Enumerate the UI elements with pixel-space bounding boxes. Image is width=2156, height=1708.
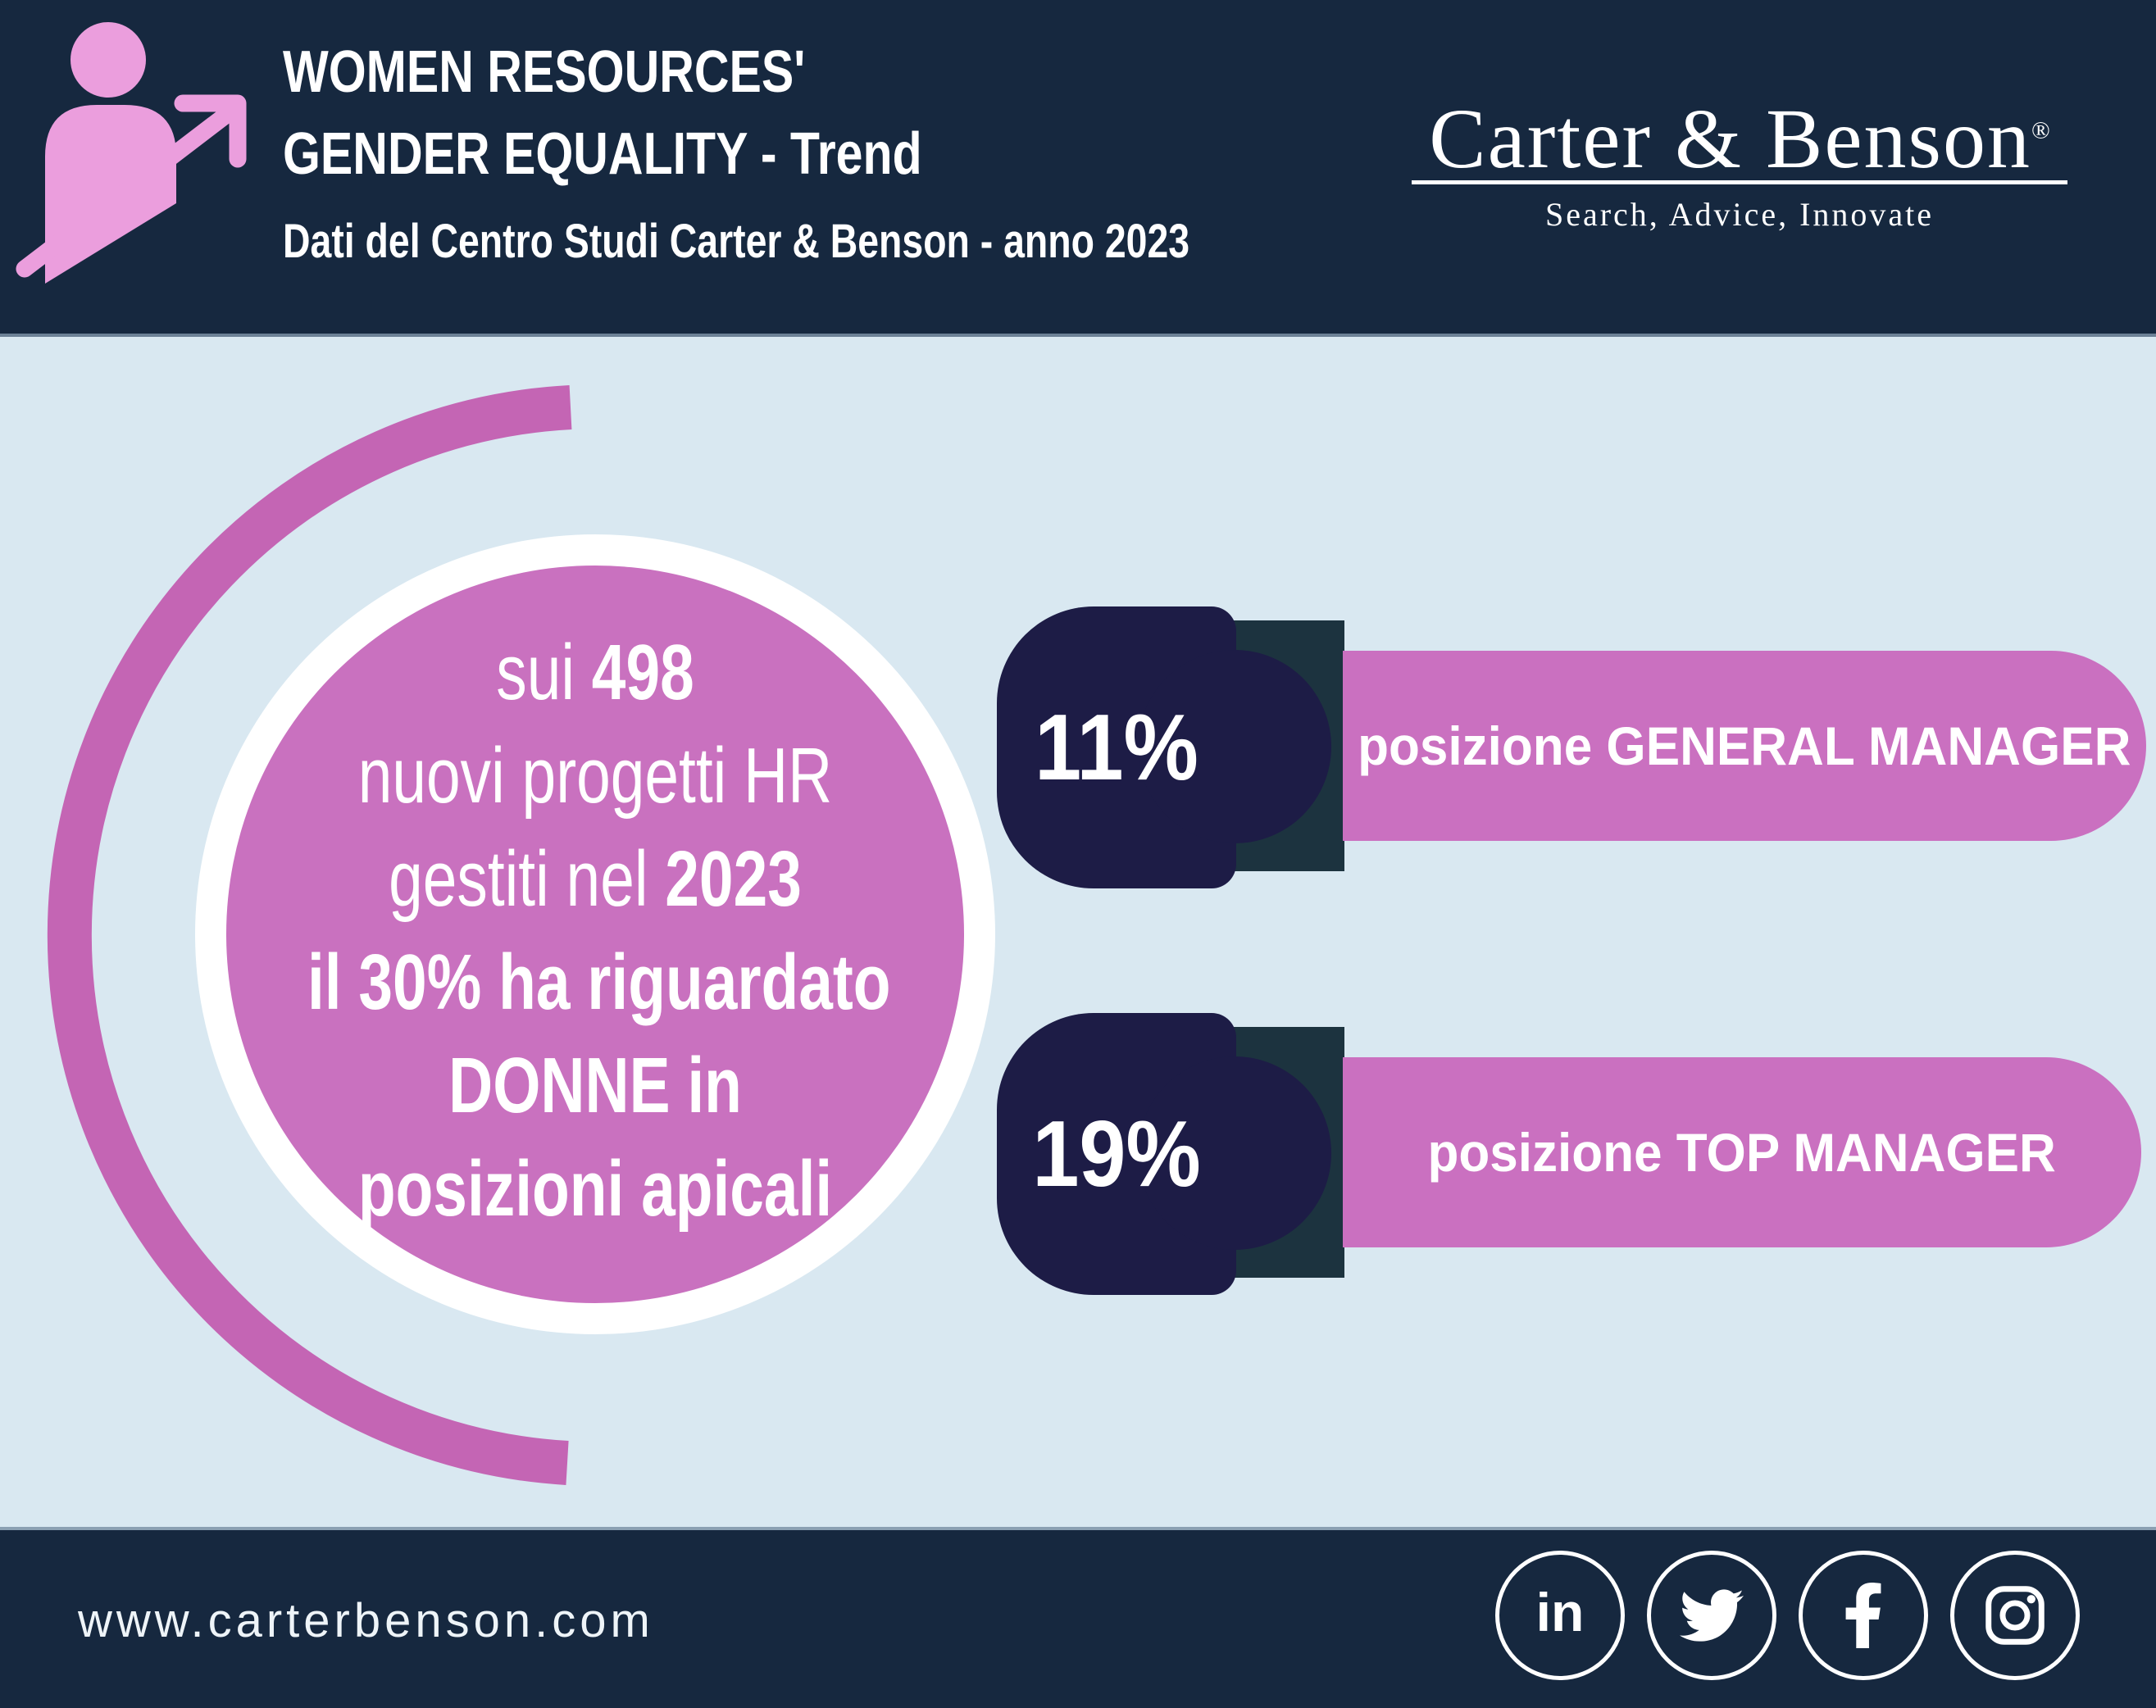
row2-bar-label: posizione TOP MANAGER	[1427, 1122, 2057, 1183]
registered-mark: ®	[2031, 116, 2050, 144]
facebook-f-glyph	[1845, 1583, 1881, 1648]
logo-wordmark: Carter & Benson®	[1429, 92, 2050, 186]
row1-percentage: 11%	[1035, 695, 1199, 800]
social-links: in	[1495, 1551, 2080, 1680]
row2-percentage: 19%	[1032, 1102, 1201, 1206]
facebook-icon[interactable]	[1799, 1551, 1928, 1680]
summary-line-6: posizioni apicali	[357, 1145, 833, 1233]
summary-line-4: il 30% ha riguardato	[307, 938, 891, 1026]
linkedin-icon[interactable]: in	[1495, 1551, 1625, 1680]
row1-bar: posizione GENERAL MANAGER	[1343, 651, 2146, 841]
twitter-bird-glyph	[1680, 1589, 1744, 1642]
logo-tagline: Search, Advice, Innovate	[1544, 196, 1935, 233]
row1-bar-label: posizione GENERAL MANAGER	[1358, 715, 2131, 776]
summary-line-2: nuovi progetti HR	[357, 732, 833, 820]
summary-text: sui 498 nuovi progetti HR gestiti nel 20…	[226, 621, 964, 1241]
person-growth-icon	[16, 22, 247, 284]
row2-bar: posizione TOP MANAGER	[1343, 1057, 2141, 1247]
summary-line-5: DONNE in	[448, 1042, 742, 1129]
instagram-icon[interactable]	[1950, 1551, 2080, 1680]
title-line-2: GENDER EQUALITY - Trend	[283, 121, 922, 187]
summary-line-1: sui 498	[496, 629, 694, 716]
title-line-1: WOMEN RESOURCES'	[283, 39, 806, 105]
logo-underline	[1412, 180, 2067, 184]
twitter-icon[interactable]	[1647, 1551, 1776, 1680]
header-bar: WOMEN RESOURCES' GENDER EQUALITY - Trend…	[0, 0, 2156, 337]
instagram-camera-glyph	[1985, 1586, 2045, 1645]
footer-bar: www.carterbenson.com in	[0, 1527, 2156, 1708]
title-line-3: Dati del Centro Studi Carter & Benson - …	[283, 215, 1190, 268]
summary-line-3: gestiti nel 2023	[389, 835, 802, 923]
row1-badge-bulge	[1138, 650, 1331, 843]
website-url[interactable]: www.carterbenson.com	[78, 1594, 654, 1647]
summary-circle	[226, 566, 964, 1303]
row2-badge-bulge	[1138, 1056, 1331, 1250]
